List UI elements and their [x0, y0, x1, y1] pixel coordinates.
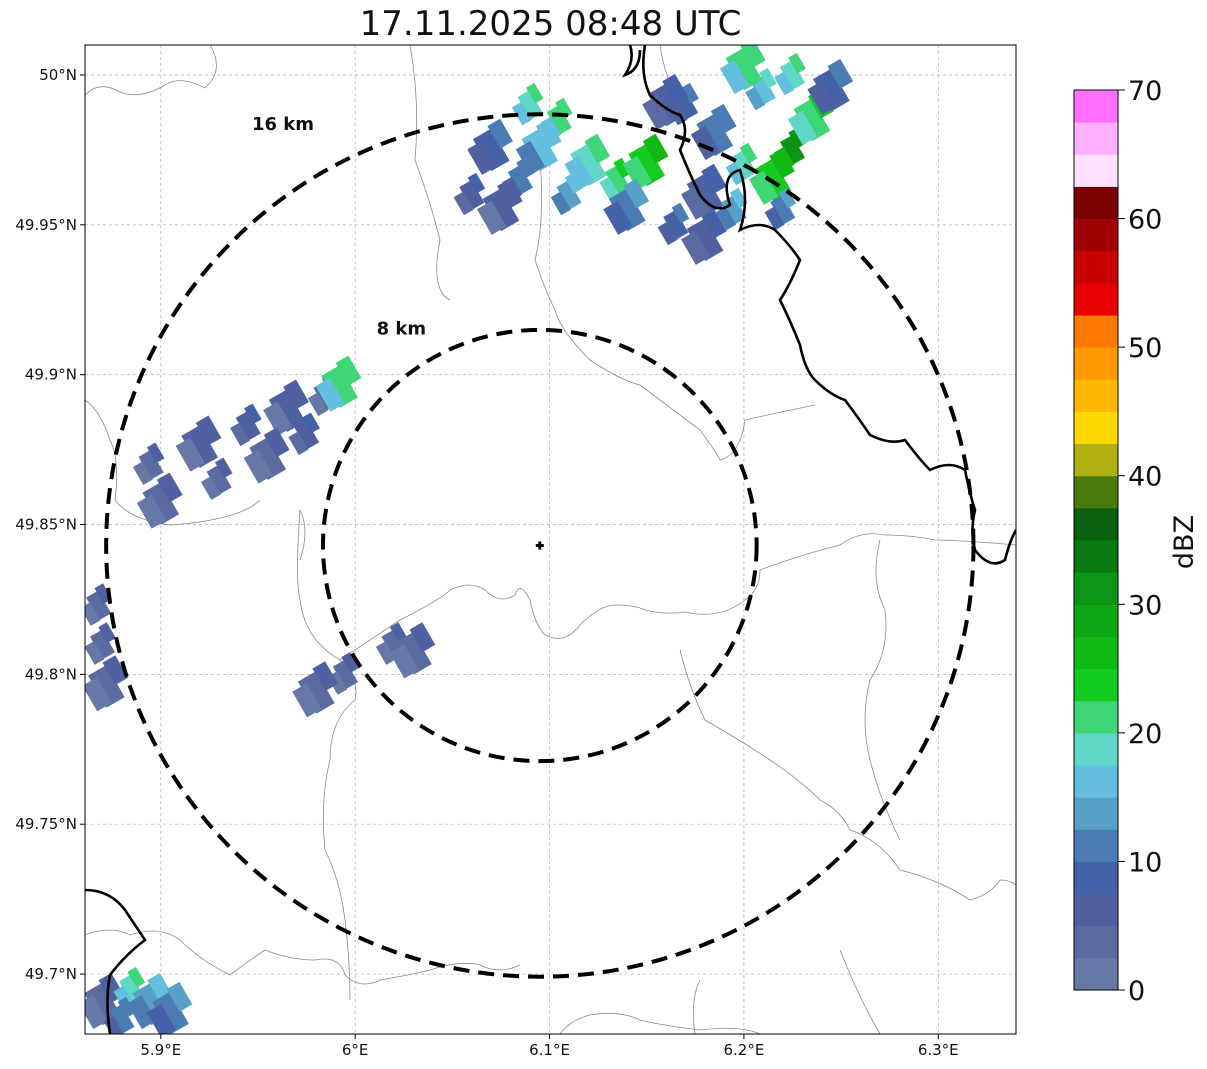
colorbar-swatch: [1074, 636, 1118, 670]
map-title: 17.11.2025 08:48 UTC: [359, 4, 742, 44]
colorbar-swatch: [1074, 765, 1118, 798]
lat-tick-label: 50°N: [39, 66, 77, 84]
echo-cell: [550, 172, 583, 216]
colorbar-tick-label: 10: [1128, 847, 1162, 878]
colorbar: 0 10 20 30 40 50 60 70 dBZ: [1073, 76, 1200, 1007]
colorbar-tick-label: 0: [1128, 976, 1145, 1007]
lat-tick-label: 49.9°N: [25, 366, 77, 384]
colorbar-swatch: [1074, 668, 1118, 702]
echo-cell: [622, 133, 669, 190]
echo-cell: [642, 73, 688, 130]
colorbar-unit-label: dBZ: [1169, 515, 1200, 569]
echo-cell: [725, 142, 758, 186]
colorbar-tick-label: 60: [1128, 205, 1162, 236]
range-ring-label: 16 km: [252, 114, 314, 135]
echo-cell: [603, 178, 650, 235]
lon-tick-label: 6°E: [342, 1041, 369, 1059]
range-rings: 16 km 8 km: [104, 112, 976, 979]
echo-cell: [502, 157, 534, 201]
map-background: [85, 45, 1016, 1034]
lon-tick-label: 6.1°E: [529, 1041, 570, 1059]
echo-cell: [146, 981, 193, 1034]
echo-cell: [657, 202, 690, 246]
echo-cell: [807, 58, 854, 116]
echo-cell: [389, 622, 436, 679]
echo-cell: [564, 133, 611, 190]
admin-boundaries: [85, 45, 1016, 1034]
range-ring: [320, 327, 759, 764]
echo-cell: [175, 415, 222, 472]
echo-cell: [230, 403, 262, 447]
colorbar-swatch: [1074, 604, 1118, 637]
colorbar-tick-label: 20: [1128, 719, 1162, 750]
echo-cell: [288, 412, 320, 456]
lat-tick-label: 49.85°N: [15, 516, 77, 534]
colorbar-swatch: [1074, 829, 1118, 862]
colorbar-swatch: [1074, 186, 1118, 220]
echo-cell: [132, 442, 165, 486]
colorbar-swatch: [1074, 347, 1118, 380]
radar-site-marker: [535, 541, 544, 550]
lat-tick-label: 49.95°N: [15, 216, 77, 234]
colorbar-swatch: [1074, 732, 1118, 766]
range-ring-label: 8 km: [377, 319, 427, 340]
range-ring: [104, 112, 976, 979]
colorbar-swatch: [1074, 315, 1118, 348]
echo-cell: [774, 127, 806, 171]
echo-cell: [467, 118, 514, 175]
colorbar-tick-label: 50: [1128, 333, 1162, 364]
map-frame: [84, 44, 1017, 1035]
colorbar-swatch: [1074, 572, 1118, 605]
echo-cell: [292, 661, 339, 718]
echo-cell: [681, 208, 727, 265]
colorbar-swatch: [1074, 218, 1118, 252]
colorbar-tick-label: 70: [1128, 76, 1162, 107]
colorbar-swatch: [1074, 154, 1118, 187]
echo-cell: [764, 187, 797, 231]
colorbar-swatch: [1074, 861, 1118, 895]
colorbar-swatch: [1074, 411, 1118, 445]
echo-cell: [453, 172, 486, 216]
colorbar-swatch: [1074, 122, 1118, 155]
echo-cell: [243, 427, 290, 484]
lon-tick-label: 5.9°E: [140, 1041, 181, 1059]
echo-cell: [136, 472, 183, 529]
echo-cell: [85, 622, 116, 665]
reflectivity-echoes: [85, 45, 854, 1034]
lat-tick-label: 49.8°N: [25, 665, 77, 683]
colorbar-swatch: [1074, 282, 1118, 316]
lat-tick-label: 49.75°N: [15, 815, 77, 833]
lat-tick-label: 49.7°N: [25, 965, 77, 983]
lon-tick-label: 6.3°E: [918, 1041, 959, 1059]
colorbar-swatch: [1074, 475, 1118, 509]
echo-cell: [774, 52, 806, 96]
colorbar-swatch: [1074, 507, 1118, 541]
colorbar-swatch: [1074, 893, 1118, 927]
colorbar-tick-label: 30: [1128, 590, 1162, 621]
colorbar-swatch: [1074, 797, 1118, 830]
colorbar-swatch: [1074, 250, 1118, 284]
latitude-ticks: 50°N 49.95°N 49.9°N 49.85°N 49.8°N 49.75°N 49.…: [15, 66, 85, 983]
colorbar-swatch: [1074, 925, 1118, 959]
echo-cell: [85, 655, 129, 712]
colorbar-swatch: [1074, 957, 1118, 991]
longitude-ticks: 5.9°E 6°E 6.1°E 6.2°E 6.3°E: [140, 1034, 959, 1059]
lon-tick-label: 6.2°E: [723, 1041, 764, 1059]
echo-cell: [263, 379, 309, 436]
echo-cell: [200, 457, 233, 501]
colorbar-swatch: [1074, 540, 1118, 573]
colorbar-swatch: [1074, 443, 1118, 477]
echo-cell: [599, 157, 631, 201]
colorbar-tick-label: 40: [1128, 462, 1162, 493]
colorbar-swatch: [1074, 379, 1118, 412]
colorbar-swatch: [1074, 700, 1118, 734]
colorbar-swatch: [1074, 90, 1118, 123]
echo-cell: [315, 355, 362, 412]
